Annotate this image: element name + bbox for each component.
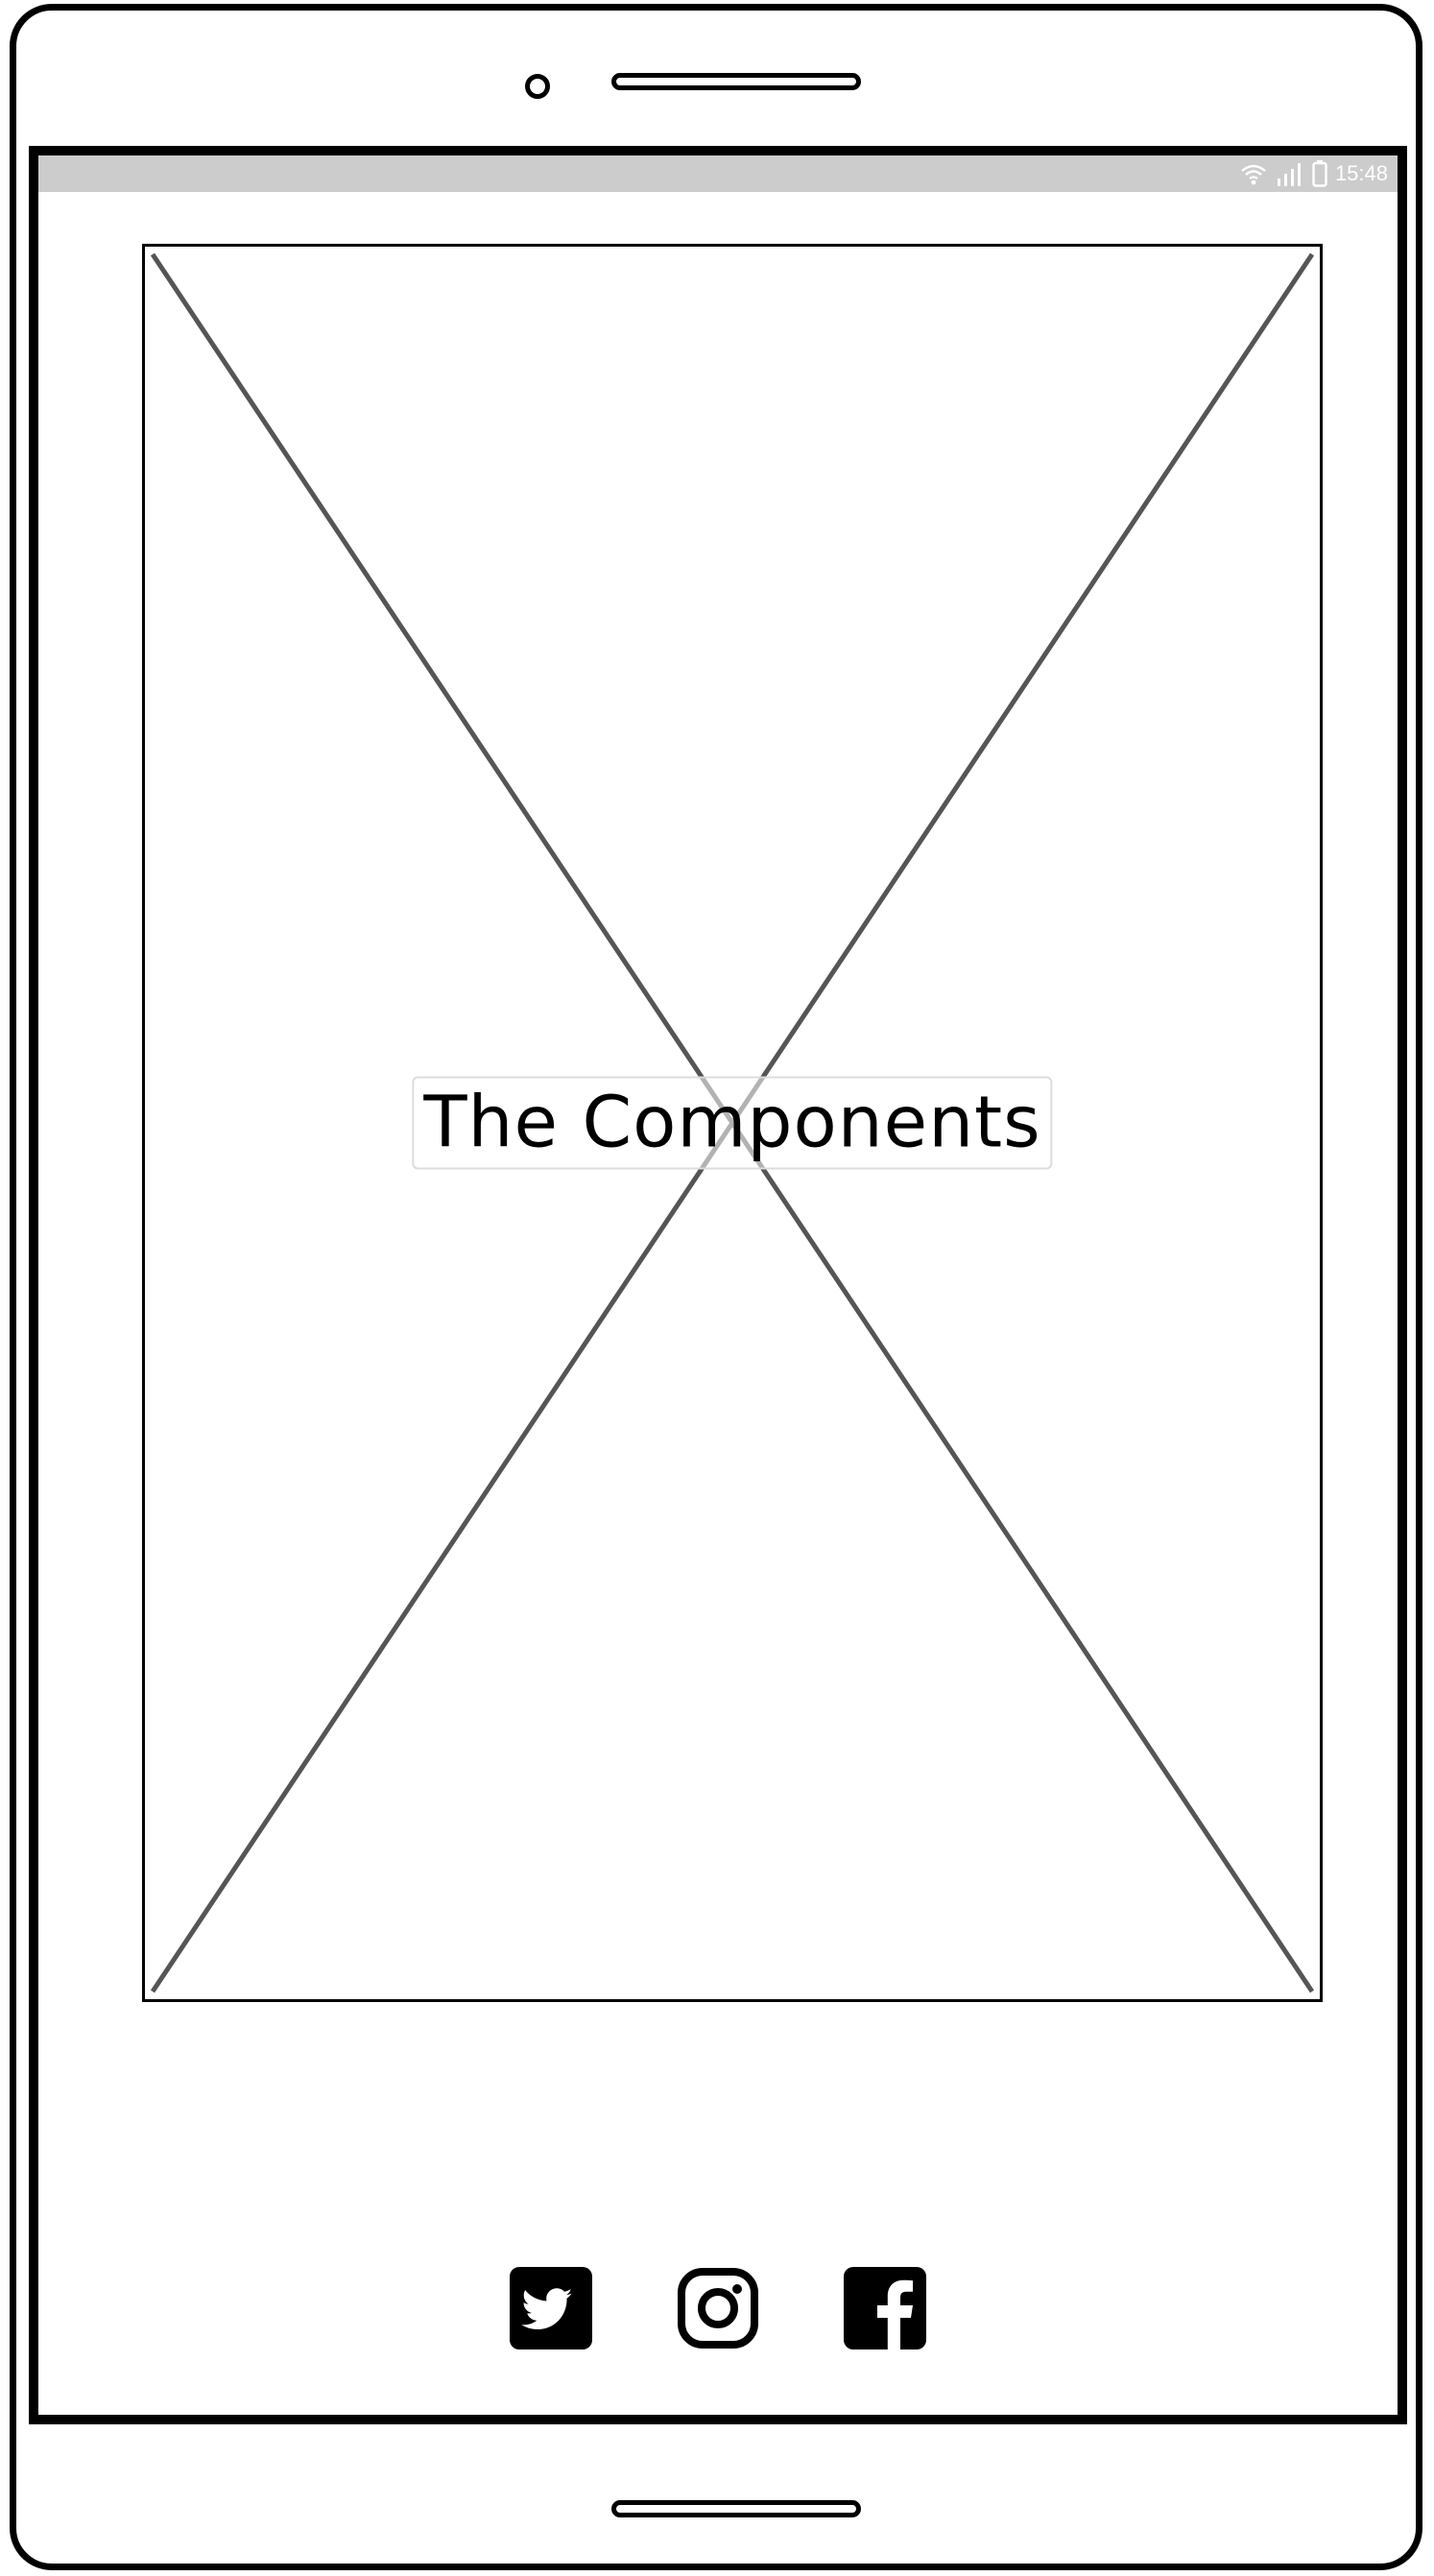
wifi-icon bbox=[1241, 164, 1266, 185]
facebook-link[interactable] bbox=[844, 2267, 926, 2349]
twitter-icon bbox=[510, 2267, 592, 2349]
facebook-icon bbox=[844, 2267, 926, 2349]
page-title: The Components bbox=[423, 1081, 1041, 1164]
phone-screen: 15:48 The Components bbox=[29, 146, 1407, 2424]
status-time: 15:48 bbox=[1334, 161, 1388, 185]
hero-title-box: The Components bbox=[412, 1076, 1053, 1170]
status-bar: 15:48 bbox=[38, 155, 1398, 192]
front-camera bbox=[525, 74, 550, 99]
twitter-link[interactable] bbox=[510, 2267, 592, 2349]
earpiece-speaker bbox=[611, 73, 861, 90]
signal-icon bbox=[1277, 163, 1301, 186]
battery-icon bbox=[1312, 160, 1327, 187]
instagram-icon bbox=[678, 2268, 758, 2349]
status-icons: 15:48 bbox=[1239, 155, 1388, 192]
instagram-link[interactable] bbox=[677, 2267, 759, 2349]
social-links bbox=[38, 2267, 1398, 2349]
hero-image-placeholder: The Components bbox=[142, 244, 1323, 2002]
bottom-speaker bbox=[611, 2500, 861, 2517]
